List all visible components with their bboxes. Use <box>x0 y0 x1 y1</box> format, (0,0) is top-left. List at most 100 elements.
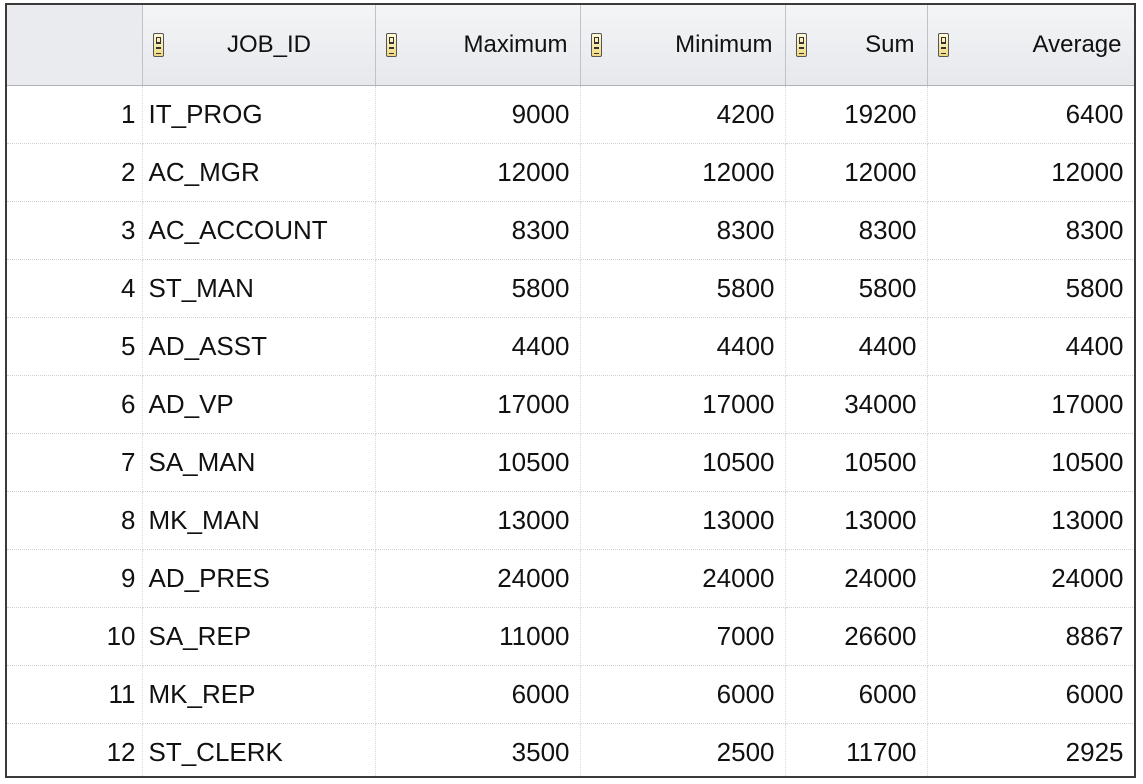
column-header-label: Minimum <box>675 31 773 58</box>
column-header-average[interactable]: Average <box>927 5 1134 86</box>
cell-job-id[interactable]: IT_PROG <box>142 85 376 144</box>
table-row[interactable]: 1 IT_PROG 9000 4200 19200 6400 <box>7 85 1134 144</box>
cell-job-id[interactable]: AD_ASST <box>142 317 376 376</box>
cell-average[interactable]: 4400 <box>927 317 1134 376</box>
cell-sum[interactable]: 34000 <box>785 375 928 434</box>
row-number[interactable]: 4 <box>7 259 143 318</box>
cell-sum[interactable]: 13000 <box>785 491 928 550</box>
cell-sum[interactable]: 5800 <box>785 259 928 318</box>
sort-az-icon[interactable] <box>152 33 164 57</box>
row-number-header[interactable] <box>7 5 143 86</box>
cell-maximum[interactable]: 10500 <box>375 433 581 492</box>
row-number[interactable]: 8 <box>7 491 143 550</box>
cell-minimum[interactable]: 10500 <box>580 433 786 492</box>
cell-job-id[interactable]: SA_MAN <box>142 433 376 492</box>
cell-average[interactable]: 6400 <box>927 85 1134 144</box>
table-row[interactable]: 8 MK_MAN 13000 13000 13000 13000 <box>7 491 1134 550</box>
column-header-job-id[interactable]: JOB_ID <box>142 5 376 86</box>
cell-job-id[interactable]: ST_MAN <box>142 259 376 318</box>
cell-job-id[interactable]: AC_MGR <box>142 143 376 202</box>
cell-minimum[interactable]: 17000 <box>580 375 786 434</box>
cell-sum[interactable]: 26600 <box>785 607 928 666</box>
table-row[interactable]: 3 AC_ACCOUNT 8300 8300 8300 8300 <box>7 201 1134 260</box>
column-header-maximum[interactable]: Maximum <box>375 5 581 86</box>
table-row[interactable]: 7 SA_MAN 10500 10500 10500 10500 <box>7 433 1134 492</box>
cell-maximum[interactable]: 4400 <box>375 317 581 376</box>
cell-average[interactable]: 8300 <box>927 201 1134 260</box>
table-row[interactable]: 5 AD_ASST 4400 4400 4400 4400 <box>7 317 1134 376</box>
cell-sum[interactable]: 19200 <box>785 85 928 144</box>
row-number[interactable]: 5 <box>7 317 143 376</box>
cell-maximum[interactable]: 5800 <box>375 259 581 318</box>
cell-sum[interactable]: 10500 <box>785 433 928 492</box>
row-number[interactable]: 12 <box>7 723 143 776</box>
cell-job-id[interactable]: MK_REP <box>142 665 376 724</box>
cell-minimum[interactable]: 7000 <box>580 607 786 666</box>
table-row[interactable]: 12 ST_CLERK 3500 2500 11700 2925 <box>7 723 1134 776</box>
cell-average[interactable]: 13000 <box>927 491 1134 550</box>
table-row[interactable]: 2 AC_MGR 12000 12000 12000 12000 <box>7 143 1134 202</box>
cell-sum[interactable]: 4400 <box>785 317 928 376</box>
cell-sum[interactable]: 6000 <box>785 665 928 724</box>
row-number[interactable]: 11 <box>7 665 143 724</box>
row-number[interactable]: 1 <box>7 85 143 144</box>
cell-minimum[interactable]: 24000 <box>580 549 786 608</box>
cell-maximum[interactable]: 3500 <box>375 723 581 776</box>
cell-average[interactable]: 12000 <box>927 143 1134 202</box>
cell-average[interactable]: 6000 <box>927 665 1134 724</box>
cell-average[interactable]: 17000 <box>927 375 1134 434</box>
cell-minimum[interactable]: 2500 <box>580 723 786 776</box>
header-row: JOB_ID Maximum Minimum <box>7 5 1134 86</box>
cell-sum[interactable]: 24000 <box>785 549 928 608</box>
cell-average[interactable]: 10500 <box>927 433 1134 492</box>
sort-az-icon[interactable] <box>385 33 397 57</box>
cell-minimum[interactable]: 6000 <box>580 665 786 724</box>
row-number[interactable]: 10 <box>7 607 143 666</box>
query-result-grid: JOB_ID Maximum Minimum <box>5 3 1136 778</box>
cell-maximum[interactable]: 6000 <box>375 665 581 724</box>
sort-az-icon[interactable] <box>937 33 949 57</box>
sort-az-icon[interactable] <box>590 33 602 57</box>
cell-average[interactable]: 24000 <box>927 549 1134 608</box>
row-number[interactable]: 2 <box>7 143 143 202</box>
cell-job-id[interactable]: AD_VP <box>142 375 376 434</box>
table-row[interactable]: 10 SA_REP 11000 7000 26600 8867 <box>7 607 1134 666</box>
row-number[interactable]: 3 <box>7 201 143 260</box>
cell-maximum[interactable]: 24000 <box>375 549 581 608</box>
cell-average[interactable]: 8867 <box>927 607 1134 666</box>
sort-az-icon[interactable] <box>795 33 807 57</box>
table-row[interactable]: 6 AD_VP 17000 17000 34000 17000 <box>7 375 1134 434</box>
column-header-sum[interactable]: Sum <box>785 5 928 86</box>
cell-average[interactable]: 5800 <box>927 259 1134 318</box>
table-row[interactable]: 4 ST_MAN 5800 5800 5800 5800 <box>7 259 1134 318</box>
cell-sum[interactable]: 8300 <box>785 201 928 260</box>
cell-sum[interactable]: 11700 <box>785 723 928 776</box>
table-row[interactable]: 11 MK_REP 6000 6000 6000 6000 <box>7 665 1134 724</box>
column-header-minimum[interactable]: Minimum <box>580 5 786 86</box>
cell-maximum[interactable]: 17000 <box>375 375 581 434</box>
cell-maximum[interactable]: 13000 <box>375 491 581 550</box>
row-number[interactable]: 7 <box>7 433 143 492</box>
cell-maximum[interactable]: 12000 <box>375 143 581 202</box>
row-number[interactable]: 9 <box>7 549 143 608</box>
cell-job-id[interactable]: MK_MAN <box>142 491 376 550</box>
cell-minimum[interactable]: 4400 <box>580 317 786 376</box>
cell-minimum[interactable]: 4200 <box>580 85 786 144</box>
cell-minimum[interactable]: 5800 <box>580 259 786 318</box>
cell-sum[interactable]: 12000 <box>785 143 928 202</box>
cell-minimum[interactable]: 13000 <box>580 491 786 550</box>
row-number[interactable]: 6 <box>7 375 143 434</box>
cell-job-id[interactable]: AC_ACCOUNT <box>142 201 376 260</box>
cell-minimum[interactable]: 12000 <box>580 143 786 202</box>
cell-maximum[interactable]: 9000 <box>375 85 581 144</box>
cell-maximum[interactable]: 8300 <box>375 201 581 260</box>
cell-job-id[interactable]: SA_REP <box>142 607 376 666</box>
table-row[interactable]: 9 AD_PRES 24000 24000 24000 24000 <box>7 549 1134 608</box>
cell-average[interactable]: 2925 <box>927 723 1134 776</box>
results-table: JOB_ID Maximum Minimum <box>7 5 1134 776</box>
cell-maximum[interactable]: 11000 <box>375 607 581 666</box>
column-header-label: JOB_ID <box>226 31 312 58</box>
cell-minimum[interactable]: 8300 <box>580 201 786 260</box>
cell-job-id[interactable]: AD_PRES <box>142 549 376 608</box>
cell-job-id[interactable]: ST_CLERK <box>142 723 376 776</box>
